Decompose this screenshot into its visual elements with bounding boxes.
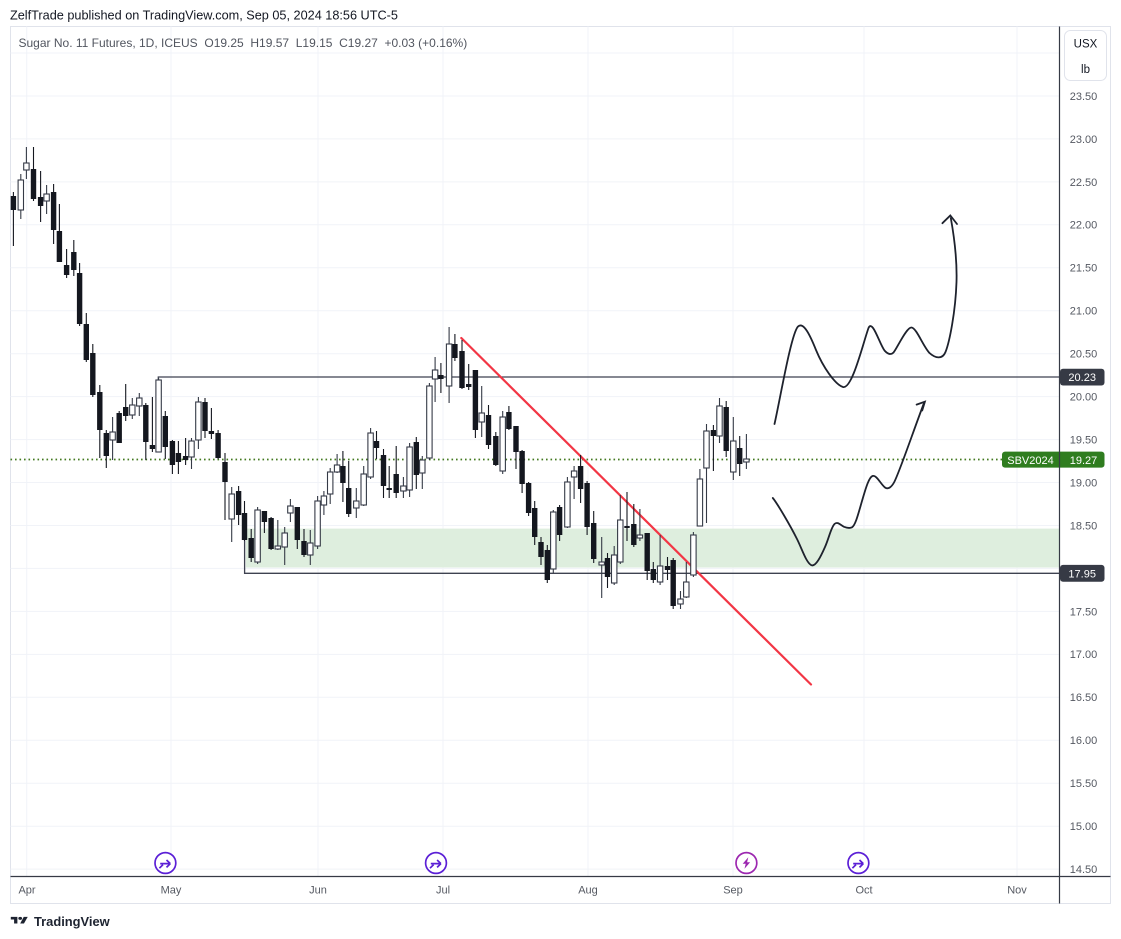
- svg-text:22.00: 22.00: [1070, 220, 1098, 232]
- svg-text:ZelfTrade published on Trading: ZelfTrade published on TradingView.com, …: [10, 9, 398, 23]
- svg-text:23.00: 23.00: [1070, 134, 1098, 146]
- svg-text:20.50: 20.50: [1070, 349, 1098, 361]
- svg-text:20.00: 20.00: [1070, 392, 1098, 404]
- svg-text:May: May: [161, 885, 182, 897]
- svg-text:Sugar No. 11 Futures, 1D, ICEU: Sugar No. 11 Futures, 1D, ICEUS O19.25 H…: [19, 36, 468, 50]
- svg-text:22.50: 22.50: [1070, 177, 1098, 189]
- svg-text:Sep: Sep: [723, 885, 743, 897]
- svg-text:16.00: 16.00: [1070, 735, 1098, 747]
- svg-text:18.50: 18.50: [1070, 520, 1098, 532]
- svg-text:15.00: 15.00: [1070, 821, 1098, 833]
- svg-text:21.00: 21.00: [1070, 306, 1098, 318]
- svg-text:Oct: Oct: [855, 885, 872, 897]
- svg-text:16.50: 16.50: [1070, 692, 1098, 704]
- svg-text:lb: lb: [1081, 64, 1090, 76]
- svg-text:Jul: Jul: [436, 885, 450, 897]
- svg-text:21.50: 21.50: [1070, 263, 1098, 275]
- svg-text:Aug: Aug: [578, 885, 598, 897]
- svg-text:19.50: 19.50: [1070, 435, 1098, 447]
- svg-text:Apr: Apr: [18, 885, 35, 897]
- svg-text:19.27: 19.27: [1070, 455, 1098, 467]
- svg-text:17.00: 17.00: [1070, 649, 1098, 661]
- svg-text:14.50: 14.50: [1070, 864, 1098, 876]
- svg-text:17.50: 17.50: [1070, 606, 1098, 618]
- svg-text:17.95: 17.95: [1068, 568, 1096, 580]
- svg-text:19.00: 19.00: [1070, 477, 1098, 489]
- svg-text:Nov: Nov: [1007, 885, 1027, 897]
- svg-text:23.50: 23.50: [1070, 91, 1098, 103]
- svg-text:SBV2024: SBV2024: [1007, 455, 1053, 467]
- svg-text:20.23: 20.23: [1068, 372, 1096, 384]
- svg-text:USX: USX: [1074, 38, 1098, 50]
- svg-text:Jun: Jun: [309, 885, 327, 897]
- svg-text:TradingView: TradingView: [34, 914, 111, 929]
- svg-text:15.50: 15.50: [1070, 778, 1098, 790]
